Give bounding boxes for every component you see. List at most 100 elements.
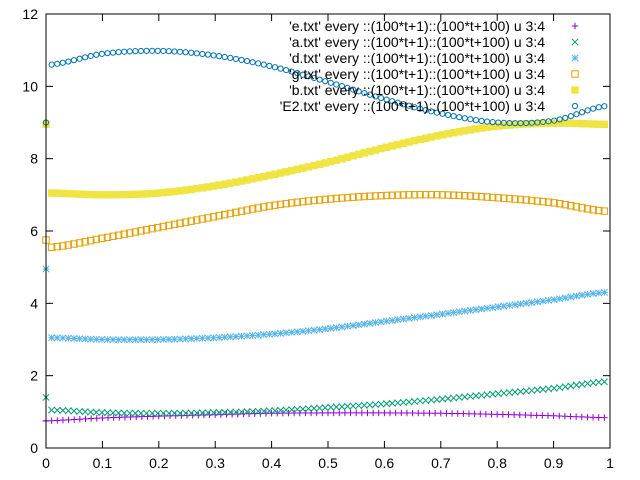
- data-point: [154, 223, 162, 232]
- data-point: [165, 409, 173, 417]
- data-point: [109, 49, 117, 56]
- data-point: [377, 318, 385, 326]
- data-point: [103, 336, 112, 344]
- data-point: [528, 298, 536, 307]
- data-point: [477, 410, 484, 418]
- data-point: [539, 412, 546, 419]
- chart-marks: [42, 47, 609, 425]
- data-point: [215, 333, 223, 342]
- data-point: [171, 48, 178, 55]
- data-point: [221, 210, 229, 219]
- data-point: [249, 331, 257, 340]
- data-point: [349, 402, 357, 410]
- data-point: [176, 409, 184, 417]
- data-point: [232, 208, 240, 217]
- data-point: [505, 194, 514, 203]
- data-point: [443, 410, 450, 417]
- data-point: [316, 76, 323, 83]
- data-point: [299, 327, 307, 335]
- data-point: [302, 409, 309, 417]
- data-point: [332, 194, 341, 203]
- data-point: [182, 409, 190, 417]
- data-point: [488, 411, 495, 418]
- data-point: [48, 406, 56, 414]
- data-point: [584, 107, 591, 114]
- data-point: [87, 335, 95, 343]
- data-point: [132, 48, 139, 55]
- data-point: [115, 336, 123, 344]
- data-point: [595, 378, 603, 386]
- data-point: [460, 410, 467, 417]
- data-point: [433, 191, 441, 199]
- data-point: [182, 335, 190, 343]
- data-point: [467, 116, 474, 123]
- data-point: [578, 204, 586, 212]
- data-point: [47, 243, 56, 251]
- data-point: [120, 230, 128, 238]
- data-point: [204, 214, 212, 222]
- series-2: [42, 265, 608, 344]
- data-point: [310, 404, 318, 412]
- data-point: [87, 415, 95, 422]
- series-5: [42, 47, 608, 127]
- data-point: [104, 414, 112, 421]
- data-point: [355, 321, 363, 329]
- y-tick-label: 4: [30, 295, 38, 311]
- data-point: [327, 79, 334, 86]
- data-point: [353, 409, 360, 417]
- data-point: [383, 400, 391, 408]
- data-point: [48, 61, 55, 68]
- data-point: [243, 332, 251, 340]
- data-point: [321, 404, 329, 412]
- data-point: [431, 410, 439, 417]
- data-point: [360, 401, 368, 409]
- data-point: [336, 409, 343, 417]
- data-point: [500, 389, 508, 397]
- data-point: [539, 297, 547, 305]
- data-point: [104, 50, 111, 57]
- data-point: [472, 192, 480, 201]
- data-point: [254, 407, 262, 415]
- data-point: [399, 315, 407, 323]
- data-point: [589, 414, 597, 421]
- data-point: [115, 49, 122, 56]
- x-tick-label: 0.9: [544, 455, 564, 471]
- series-3: [42, 190, 609, 251]
- data-point: [500, 194, 508, 202]
- data-point: [416, 397, 424, 405]
- legend-marker: [571, 54, 579, 62]
- data-point: [433, 311, 441, 319]
- data-point: [310, 326, 318, 334]
- x-tick-label: 0.5: [318, 455, 338, 471]
- data-point: [444, 111, 452, 119]
- data-point: [551, 117, 558, 124]
- data-point: [561, 200, 569, 209]
- data-point: [338, 194, 346, 202]
- data-point: [494, 194, 502, 202]
- data-point: [148, 409, 156, 417]
- data-point: [76, 407, 84, 415]
- data-point: [494, 303, 502, 311]
- data-point: [377, 400, 385, 408]
- data-point: [209, 334, 218, 342]
- data-point: [226, 333, 234, 341]
- x-tick-label: 0.4: [262, 455, 282, 471]
- data-point: [438, 395, 447, 403]
- data-point: [483, 391, 491, 399]
- data-point: [243, 206, 251, 214]
- data-point: [338, 83, 346, 90]
- data-point: [405, 102, 413, 109]
- data-point: [364, 409, 371, 417]
- data-point: [121, 48, 128, 55]
- data-point: [304, 405, 313, 413]
- data-point: [522, 411, 529, 419]
- data-point: [595, 104, 602, 111]
- data-point: [477, 391, 486, 399]
- data-point: [572, 203, 581, 211]
- data-point: [539, 197, 547, 206]
- data-point: [109, 336, 117, 344]
- data-point: [248, 205, 257, 213]
- data-point: [494, 411, 501, 418]
- data-point: [271, 64, 279, 71]
